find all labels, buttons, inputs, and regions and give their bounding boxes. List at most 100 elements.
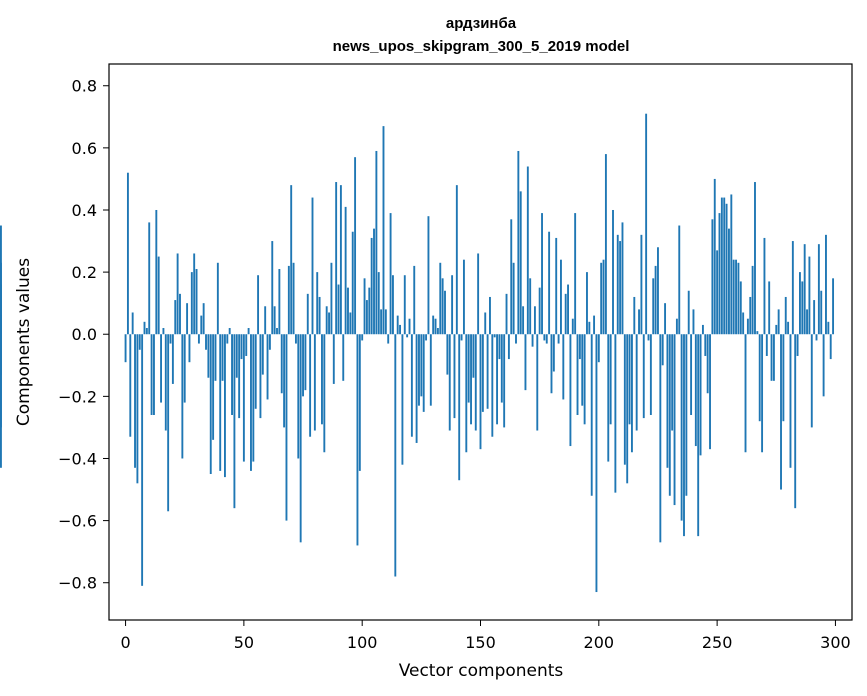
bar-component-5 bbox=[136, 334, 139, 484]
bar-component-142 bbox=[460, 334, 463, 341]
bar-component-291 bbox=[813, 300, 816, 335]
bar-component-286 bbox=[801, 281, 804, 335]
bar-component-58 bbox=[261, 334, 264, 375]
bar-component-29 bbox=[193, 253, 196, 335]
bar-component-undefined bbox=[0, 284, 2, 335]
bar-component-280 bbox=[787, 321, 790, 335]
bar-component-111 bbox=[387, 334, 390, 344]
bar-component-200 bbox=[597, 334, 600, 363]
bar-component-207 bbox=[614, 334, 617, 493]
x-axis-ticks: 0 50 100 150 200 250 300 bbox=[120, 620, 851, 652]
bar-component-203 bbox=[604, 154, 607, 335]
bar-component-148 bbox=[474, 334, 477, 431]
bar-component-129 bbox=[429, 334, 432, 406]
y-tick-label: 0.8 bbox=[72, 77, 97, 96]
bar-component-30 bbox=[195, 269, 198, 335]
bar-component-209 bbox=[619, 241, 622, 335]
y-tick-label: −0.6 bbox=[58, 512, 97, 531]
bar-component-56 bbox=[257, 275, 260, 335]
bar-component-275 bbox=[775, 324, 778, 335]
bar-component-22 bbox=[176, 253, 179, 335]
bar-component-193 bbox=[581, 334, 584, 406]
bar-component-172 bbox=[531, 334, 534, 347]
bar-component-228 bbox=[664, 303, 667, 335]
bar-component-262 bbox=[744, 334, 747, 453]
bar-component-80 bbox=[313, 334, 316, 431]
bar-component-278 bbox=[782, 334, 785, 422]
bar-component-26 bbox=[186, 303, 189, 335]
bar-component-8 bbox=[143, 321, 146, 335]
bar-component-136 bbox=[446, 334, 449, 375]
bar-component-113 bbox=[392, 275, 394, 335]
bar-component-167 bbox=[519, 191, 522, 335]
bar-component-7 bbox=[141, 334, 144, 586]
bar-component-230 bbox=[668, 334, 671, 496]
bar-component-294 bbox=[820, 290, 823, 335]
bar-component-32 bbox=[200, 315, 203, 335]
bar-component-253 bbox=[723, 197, 726, 335]
bar-component-124 bbox=[418, 334, 420, 406]
bar-component-233 bbox=[675, 318, 678, 335]
bar-component-19 bbox=[169, 334, 172, 344]
bar-component-119 bbox=[406, 334, 409, 338]
bar-component-189 bbox=[571, 318, 574, 335]
bar-component-222 bbox=[649, 334, 652, 415]
bar-component-250 bbox=[716, 250, 719, 335]
bar-component-234 bbox=[678, 225, 681, 335]
bar-component-149 bbox=[477, 253, 480, 335]
bar-component-247 bbox=[709, 334, 711, 450]
bar-component-127 bbox=[425, 334, 428, 341]
bar-component-188 bbox=[569, 334, 572, 447]
x-tick-label: 300 bbox=[820, 633, 851, 652]
bar-component-221 bbox=[647, 334, 650, 341]
x-axis-label: Vector components bbox=[399, 661, 564, 681]
bar-component-161 bbox=[505, 293, 508, 335]
bar-component-78 bbox=[309, 334, 312, 437]
bar-component-131 bbox=[434, 318, 437, 335]
bar-component-104 bbox=[370, 237, 373, 335]
bar-component-83 bbox=[321, 334, 323, 425]
bar-component-267 bbox=[756, 331, 759, 335]
bar-component-261 bbox=[742, 312, 745, 335]
bar-component-88 bbox=[332, 334, 335, 384]
bar-component-41 bbox=[221, 334, 224, 381]
bar-component-85 bbox=[325, 306, 328, 335]
bar-component-288 bbox=[806, 309, 808, 335]
bar-component-69 bbox=[287, 265, 290, 335]
bar-component-152 bbox=[484, 312, 487, 335]
bar-component-162 bbox=[507, 334, 510, 360]
bar-component-15 bbox=[160, 334, 162, 403]
bar-component-undefined bbox=[0, 315, 2, 335]
bar-component-10 bbox=[148, 222, 151, 335]
bar-component-39 bbox=[216, 262, 219, 335]
bar-component-241 bbox=[694, 334, 697, 447]
bar-component-231 bbox=[671, 334, 674, 431]
bar-component-112 bbox=[389, 213, 392, 335]
bar-component-110 bbox=[384, 309, 387, 335]
bar-component-62 bbox=[271, 241, 274, 335]
bar-component-204 bbox=[607, 334, 610, 462]
x-tick-label: 200 bbox=[584, 633, 615, 652]
bar-component-74 bbox=[299, 334, 302, 543]
bar-component-183 bbox=[557, 334, 560, 344]
bar-component-147 bbox=[472, 334, 475, 378]
bar-component-95 bbox=[349, 312, 352, 335]
bar-component-205 bbox=[609, 334, 612, 425]
bar-component-116 bbox=[399, 324, 401, 335]
bar-component-53 bbox=[250, 334, 252, 471]
bar-component-141 bbox=[458, 334, 461, 481]
bar-component-107 bbox=[377, 272, 380, 335]
bar-component-273 bbox=[770, 334, 773, 381]
bar-component-219 bbox=[642, 334, 645, 419]
bar-component-271 bbox=[765, 334, 768, 356]
bar-component-103 bbox=[368, 287, 371, 335]
bar-component-150 bbox=[479, 334, 482, 450]
bar-component-128 bbox=[427, 216, 430, 335]
bar-component-92 bbox=[342, 334, 345, 381]
bar-component-143 bbox=[462, 259, 465, 335]
bar-component-211 bbox=[623, 334, 626, 465]
bar-component-81 bbox=[316, 272, 319, 335]
bar-component-117 bbox=[401, 334, 404, 465]
bar-component-144 bbox=[465, 334, 468, 453]
